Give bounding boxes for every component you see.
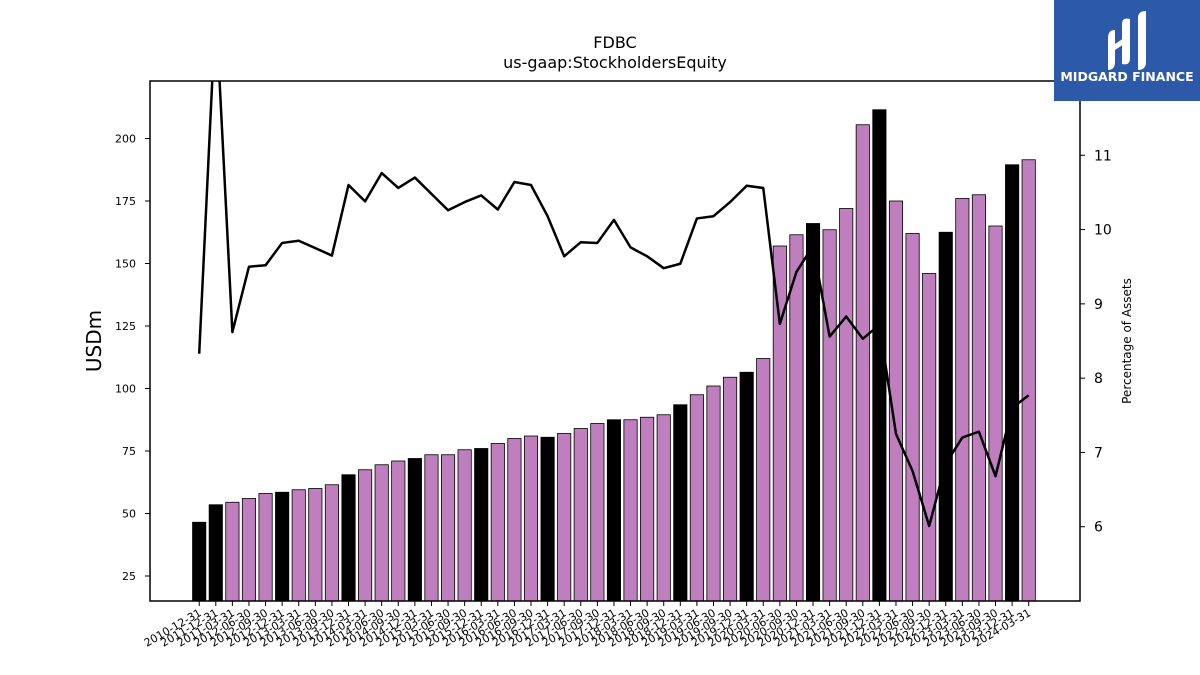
chart-title: FDBC — [593, 33, 636, 52]
bar-2018-12-31 — [673, 404, 688, 602]
y2-tick-label: 10 — [1094, 223, 1112, 239]
y-axis-left-ticks: 25 50 75 100 125 150 175 200 — [115, 133, 150, 583]
bar-2010-12-31 — [192, 521, 207, 602]
bar-2018-06-30 — [640, 416, 655, 602]
bar-2015-03-31 — [424, 454, 439, 602]
y-axis-right-ticks: 6 7 8 9 10 11 — [1080, 148, 1112, 536]
bar-2015-09-30 — [457, 449, 472, 602]
bar-2014-03-31 — [358, 469, 373, 602]
bar-2021-06-30 — [839, 208, 854, 602]
logo-mark-link — [1115, 34, 1130, 50]
bar-2019-03-31 — [689, 394, 704, 602]
bar-2017-12-31 — [606, 419, 621, 602]
line-series — [197, 81, 1030, 528]
bar-2019-12-31 — [739, 371, 754, 602]
bar-2015-12-31 — [474, 448, 489, 602]
y2-tick-label: 9 — [1094, 297, 1103, 313]
bar-2017-09-30 — [590, 423, 605, 602]
midgard-finance-logo: MIDGARD FINANCE — [1054, 0, 1200, 101]
bar-2016-06-30 — [507, 438, 522, 602]
y2-tick-label: 11 — [1094, 148, 1112, 164]
chart-subtitle: us-gaap:StockholdersEquity — [503, 53, 727, 72]
y-tick-label: 100 — [115, 383, 136, 396]
y-axis-label: USDm — [82, 310, 106, 372]
bar-2015-06-30 — [440, 454, 456, 602]
bar-2019-06-30 — [706, 385, 721, 602]
bar-2013-03-31 — [291, 489, 306, 602]
y-tick-label: 125 — [115, 320, 136, 333]
bar-2012-03-31 — [225, 501, 240, 602]
bar-2023-03-31 — [955, 198, 970, 602]
bar-2020-03-31 — [756, 358, 771, 602]
logo-mark-left — [1108, 30, 1115, 70]
bar-2013-12-31 — [341, 474, 356, 602]
x-axis-ticks: 2010-12-312011-12-312011-03-312012-06-30… — [142, 601, 1033, 650]
plot-frame — [149, 80, 1081, 602]
y-tick-label: 25 — [122, 570, 136, 583]
bar-2017-06-30 — [573, 428, 588, 602]
bar-2014-06-30 — [374, 464, 389, 602]
logo-mark-right — [1138, 11, 1146, 70]
bar-2020-12-31 — [805, 223, 821, 602]
bar-2016-09-30 — [523, 435, 539, 602]
bar-2016-12-31 — [540, 436, 555, 602]
y2-tick-label: 7 — [1094, 445, 1103, 461]
y-tick-label: 175 — [115, 195, 136, 208]
y2-tick-label: 8 — [1094, 371, 1103, 387]
bar-2018-09-30 — [656, 414, 671, 602]
y2-tick-label: 6 — [1094, 520, 1103, 536]
logo-text: MIDGARD FINANCE — [1060, 69, 1193, 84]
bar-2021-03-31 — [822, 229, 837, 602]
bar-2013-06-30 — [308, 488, 323, 602]
bar-2020-06-30 — [772, 245, 787, 602]
bar-2023-06-30 — [971, 194, 986, 602]
bar-2012-06-30 — [241, 498, 257, 602]
bar-2022-12-31 — [938, 231, 953, 602]
y-tick-label: 75 — [122, 445, 136, 458]
bar-2014-09-30 — [391, 460, 406, 602]
bar-2012-09-30 — [258, 493, 273, 602]
bar-2023-09-30 — [988, 225, 1003, 602]
y2-axis-label: Percentage of Assets — [1120, 278, 1134, 404]
bar-2014-12-31 — [407, 458, 422, 602]
bar-2013-09-30 — [324, 484, 339, 602]
bar-2011-12-31 — [208, 504, 223, 602]
bar-2022-09-30 — [922, 273, 937, 602]
bar-2018-03-31 — [623, 419, 638, 602]
bar-2016-03-31 — [490, 443, 505, 602]
y-tick-label: 200 — [115, 133, 136, 146]
bar-2024-03-31 — [1021, 159, 1036, 602]
bar-2012-12-31 — [275, 491, 290, 602]
bar-2017-03-31 — [557, 433, 572, 602]
bar-2023-12-31 — [1005, 164, 1020, 602]
y-tick-label: 150 — [115, 258, 136, 271]
bar-2022-06-30 — [905, 233, 920, 602]
bar-2021-09-30 — [855, 124, 870, 602]
percentage-of-assets-line — [197, 81, 1030, 528]
bar-2019-09-30 — [723, 376, 738, 602]
y-tick-label: 50 — [122, 508, 136, 521]
